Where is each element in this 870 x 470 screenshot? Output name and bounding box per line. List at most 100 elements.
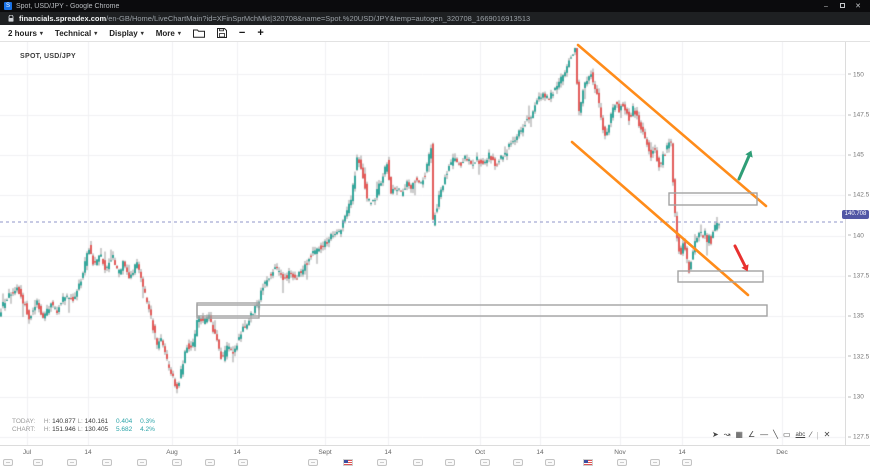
calendar-event-icon[interactable] (67, 459, 77, 466)
time-tick-label: Oct (474, 449, 486, 456)
grid-tool[interactable]: ▦ (735, 430, 743, 439)
price-tick-label: 140 (848, 232, 864, 239)
technical-label: Technical (54, 28, 92, 38)
cursor-tool[interactable]: ➤ (712, 430, 719, 439)
candlestick-chart[interactable] (0, 42, 845, 445)
us-flag-icon[interactable] (583, 459, 593, 466)
window-title: Spot, USD/JPY - Google Chrome (16, 2, 120, 10)
fan-lines-tool[interactable]: ∠ (747, 430, 756, 439)
favicon-icon: S (4, 2, 12, 10)
maximize-button[interactable] (834, 2, 850, 10)
today-high: 140.877 (52, 418, 76, 425)
interval-label: 2 hours (8, 28, 37, 38)
zoom-out-button[interactable]: − (238, 27, 246, 39)
text-tool[interactable]: abc (795, 432, 806, 438)
url-domain: financials.spreadex.com (19, 14, 107, 23)
price-tick-label: 132.5 (848, 353, 869, 360)
calendar-event-icon[interactable] (33, 459, 43, 466)
chart-area: SPOT, USD/JPY 150 147.5 145 142.5 140 137.5 13… (0, 42, 870, 445)
calendar-event-icon[interactable] (3, 459, 13, 466)
time-axis[interactable]: Jul 14 Aug 14 Sept 14 Oct 14 Nov 14 Dec (0, 445, 870, 470)
time-tick-label: 14 (384, 449, 392, 456)
close-button[interactable]: ✕ (855, 3, 861, 10)
us-flag-icon[interactable] (343, 459, 353, 466)
time-tick-label: Dec (776, 449, 788, 456)
chart-low: 130.405 (84, 426, 109, 433)
calendar-event-icon[interactable] (480, 459, 490, 466)
calendar-event-icon[interactable] (137, 459, 147, 466)
price-tick-label: 145 (848, 152, 864, 159)
technical-menu[interactable]: Technical ▾ (55, 29, 97, 38)
window-titlebar: S Spot, USD/JPY - Google Chrome – ✕ (0, 0, 870, 12)
time-tick-label: Sept (318, 449, 332, 456)
save-button[interactable] (216, 28, 227, 38)
interval-dropdown[interactable]: 2 hours ▾ (8, 29, 43, 38)
open-folder-button[interactable] (192, 29, 205, 38)
calendar-event-icon[interactable] (682, 459, 692, 466)
calendar-event-icon[interactable] (445, 459, 455, 466)
calendar-event-icon[interactable] (205, 459, 215, 466)
price-tick-label: 137.5 (848, 273, 869, 280)
price-tick-label: 142.5 (848, 192, 869, 199)
price-tick-label: 150 (848, 71, 864, 78)
calendar-event-icon[interactable] (650, 459, 660, 466)
delete-drawing-tool[interactable]: ✕ (823, 430, 831, 439)
price-axis[interactable]: 150 147.5 145 142.5 140 137.5 135 132.5 130 127.5 (845, 42, 870, 445)
chevron-down-icon: ▾ (94, 30, 98, 37)
price-tick-label: 127.5 (848, 434, 869, 441)
drawing-toolbar: ➤ ↝ ▦ ∠ — ╲ ▭ abc ∕ | ✕ (712, 428, 830, 442)
chart-high: 151.946 (52, 426, 76, 433)
high-label: H: (43, 426, 51, 433)
today-change-pct: 0.3% (140, 418, 155, 425)
calendar-event-icon[interactable] (617, 459, 627, 466)
today-low: 140.161 (84, 418, 109, 425)
low-label: L: (77, 426, 83, 433)
time-tick-label: Aug (166, 449, 178, 456)
calendar-event-icon[interactable] (102, 459, 112, 466)
rectangle-tool[interactable]: ▭ (782, 430, 791, 439)
ohlc-legend: TODAY: H: 140.877 L: 140.161 0.404 0.3% … (12, 418, 155, 434)
calendar-event-icon[interactable] (377, 459, 387, 466)
display-menu[interactable]: Display ▾ (109, 29, 143, 38)
current-price-badge: 140.708 (842, 210, 869, 219)
calendar-event-icon[interactable] (413, 459, 423, 466)
chart-change: 5.682 (115, 426, 133, 433)
more-label: More (155, 28, 175, 38)
time-tick-label: Nov (614, 449, 626, 456)
line-tool[interactable]: ∕ (810, 430, 812, 439)
chart-toolbar: 2 hours ▾ Technical ▾ Display ▾ More ▾ −… (0, 25, 870, 42)
calendar-event-icon[interactable] (172, 459, 182, 466)
legend-today-row: TODAY: H: 140.877 L: 140.161 0.404 0.3% (12, 418, 155, 426)
calendar-event-icon[interactable] (308, 459, 318, 466)
zoom-in-button[interactable]: + (257, 27, 264, 39)
time-tick-label: 14 (84, 449, 92, 456)
today-change: 0.404 (115, 418, 133, 425)
display-label: Display (109, 28, 138, 38)
address-bar[interactable]: financials.spreadex.com /en-GB/Home/Live… (0, 12, 870, 25)
folder-icon (192, 29, 205, 38)
minimize-button[interactable]: – (824, 2, 828, 10)
calendar-event-icon[interactable] (513, 459, 523, 466)
price-tick-label: 135 (848, 313, 864, 320)
chevron-down-icon: ▾ (177, 30, 181, 37)
time-tick-label: 14 (678, 449, 686, 456)
horizontal-line-tool[interactable]: — (760, 430, 769, 439)
toolbar-separator: | (816, 430, 819, 440)
chart-label: CHART: (12, 426, 36, 433)
calendar-event-icon[interactable] (238, 459, 248, 466)
today-label: TODAY: (12, 418, 36, 425)
polyline-tool[interactable]: ↝ (723, 430, 731, 439)
chevron-down-icon: ▾ (39, 30, 43, 37)
low-label: L: (77, 418, 83, 425)
price-tick-label: 130 (848, 393, 864, 400)
trend-line-tool[interactable]: ╲ (773, 430, 778, 439)
price-tick-label: 147.5 (848, 111, 869, 118)
legend-chart-row: CHART: H: 151.946 L: 130.405 5.682 4.2% (12, 426, 155, 434)
chart-change-pct: 4.2% (140, 426, 155, 433)
chevron-down-icon: ▾ (140, 30, 144, 37)
more-menu[interactable]: More ▾ (156, 29, 181, 38)
symbol-label: SPOT, USD/JPY (20, 53, 77, 60)
maximize-icon (839, 2, 845, 8)
calendar-event-icon[interactable] (545, 459, 555, 466)
